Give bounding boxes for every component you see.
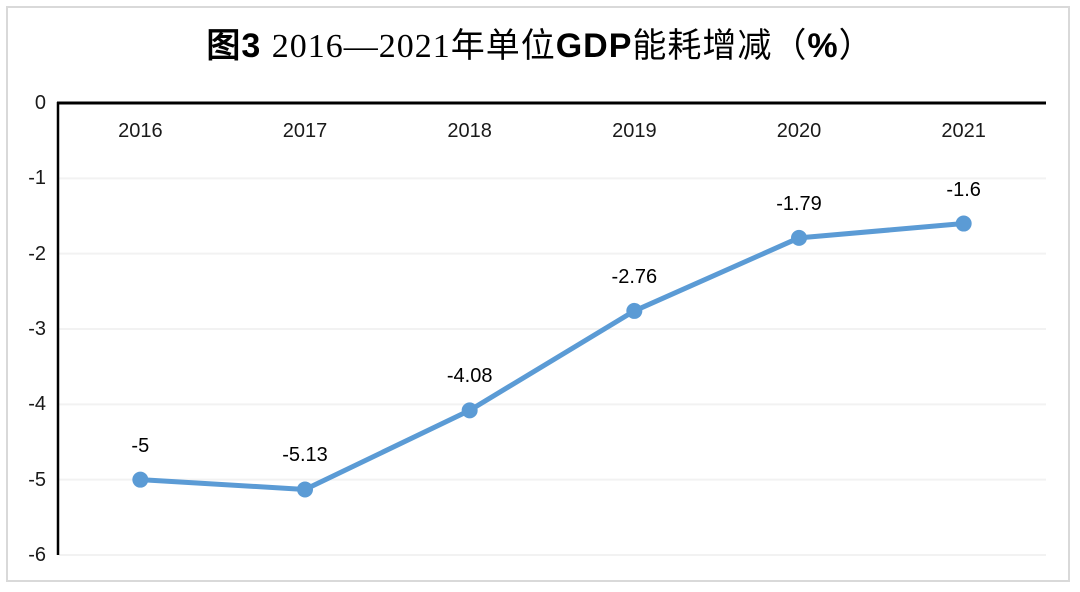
data-line <box>137 221 967 492</box>
x-tick-label-2016: 2016 <box>118 120 163 142</box>
y-tick-label-0: 0 <box>34 92 46 114</box>
x-tick-label-2020: 2020 <box>776 120 822 142</box>
x-tick-label-2021: 2021 <box>941 120 986 142</box>
data-point-marker-2020 <box>791 229 807 246</box>
data-point-label-2018: -4.08 <box>446 365 493 388</box>
data-point-label-2020: -1.79 <box>776 192 822 215</box>
data-point-label-2016: -5 <box>131 434 150 457</box>
x-tick-label-2019: 2019 <box>612 120 657 142</box>
y-tick-label--2: -2 <box>28 242 46 265</box>
y-tick-label--4: -4 <box>28 393 46 416</box>
chart-title-segment: ） <box>838 28 874 65</box>
data-point-label-2021: -1.6 <box>946 178 981 201</box>
chart-title-segment: 2016—2021年单位 <box>271 28 556 65</box>
y-tick-label--6: -6 <box>28 544 46 566</box>
y-tick-label--5: -5 <box>28 468 46 491</box>
x-tick-label-2017: 2017 <box>282 120 328 142</box>
chart-title-segment: 能耗增减（ <box>632 28 808 65</box>
data-point-marker-2019 <box>626 302 643 319</box>
chart-title-segment: % <box>807 27 839 65</box>
x-tick-label-2018: 2018 <box>447 120 492 142</box>
y-tick-label--3: -3 <box>28 318 46 340</box>
data-point-label-2017: -5.13 <box>282 444 328 467</box>
data-point-marker-2018 <box>461 402 478 419</box>
data-point-label-2019: -2.76 <box>611 265 658 288</box>
chart-title: 图3 2016—2021年单位GDP能耗增减（%） <box>0 18 1080 67</box>
data-point-marker-2016 <box>132 471 149 488</box>
data-point-marker-2017 <box>297 481 313 498</box>
chart-title-segment: GDP <box>555 27 633 65</box>
y-tick-label--1: -1 <box>28 167 46 190</box>
data-point-marker-2021 <box>955 215 972 232</box>
chart-title-segment: 图3 <box>206 27 272 65</box>
